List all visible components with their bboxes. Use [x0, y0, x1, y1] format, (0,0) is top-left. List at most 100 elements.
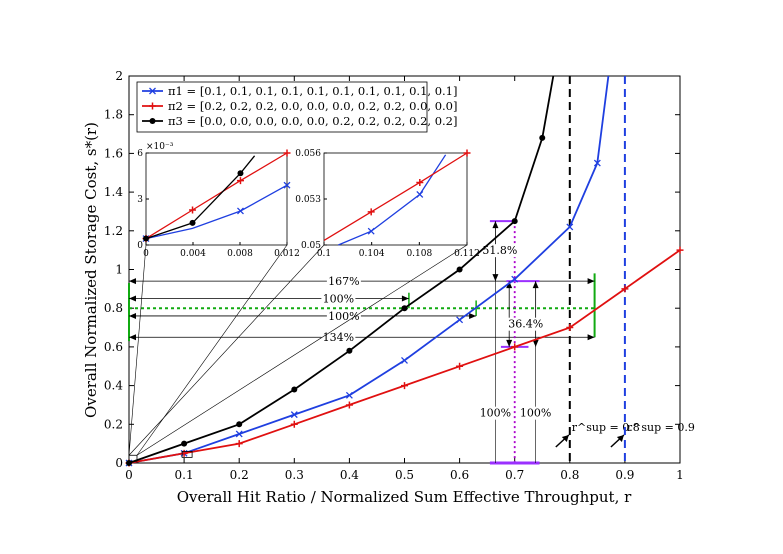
- point-marker: [346, 347, 353, 354]
- point-marker: [345, 401, 353, 409]
- inset-x-tick-label: 0.008: [227, 249, 253, 259]
- x-tick-label: 0.6: [450, 468, 469, 482]
- y-tick-label: 1: [115, 263, 123, 277]
- rsup-label: r^sup = 0.9: [627, 421, 695, 434]
- connector: [136, 244, 288, 456]
- inset-y-tick-label: 0.05: [301, 241, 321, 251]
- point-marker: [345, 391, 353, 399]
- arrow-518b-head: [506, 281, 513, 289]
- inset-line: [145, 184, 288, 240]
- zoom-box: [128, 454, 138, 462]
- arrow-134-head: [587, 334, 595, 341]
- y-tick-label: 1.2: [104, 224, 123, 238]
- annotation-518: 51.8%: [482, 244, 517, 257]
- y-tick-label: 2: [115, 69, 123, 83]
- x-axis-label: Overall Hit Ratio / Normalized Sum Effec…: [177, 488, 632, 506]
- inset-line: [323, 152, 468, 241]
- point-marker: [283, 181, 291, 189]
- point-marker: [621, 285, 629, 293]
- arrow-518a-head: [492, 221, 499, 229]
- annotation-bg: [518, 406, 553, 420]
- inset-y-tick-label: 0: [137, 241, 143, 251]
- legend-entry: π2 = [0.2, 0.2, 0.2, 0.0, 0.0, 0.0, 0.2,…: [168, 99, 457, 113]
- arrow-518a-head: [492, 274, 499, 282]
- arrow-518b-head: [506, 339, 513, 347]
- zoom-box: [181, 450, 193, 458]
- rsup-arrowhead: [616, 435, 624, 442]
- plot-frame: [128, 75, 681, 464]
- point-marker: [149, 87, 156, 95]
- y-tick-label: 0.6: [104, 340, 123, 354]
- annotation-bg: [481, 244, 518, 258]
- x-tick-label: 0.4: [340, 468, 359, 482]
- inset-x-tick-label: 0: [143, 249, 149, 259]
- annotation-bg: [321, 331, 356, 345]
- legend-entry: π3 = [0.0, 0.0, 0.0, 0.0, 0.0, 0.2, 0.2,…: [168, 114, 457, 128]
- connector: [128, 244, 325, 456]
- point-marker: [236, 421, 243, 428]
- annotation-bg: [326, 309, 361, 323]
- arrow-134-head: [129, 334, 136, 341]
- inset-x-tick-label: 0.1: [317, 249, 331, 259]
- rsup-arrowhead: [561, 435, 569, 442]
- inset-x-tick-label: 0.012: [274, 249, 300, 259]
- point-marker: [401, 356, 408, 364]
- y-axis-label: Overall Normalized Storage Cost, s*(r): [82, 122, 100, 418]
- inset-x-tick-label: 0.108: [406, 249, 432, 259]
- x-tick-label: 0.8: [560, 468, 579, 482]
- point-marker: [676, 246, 684, 254]
- point-marker: [511, 343, 519, 351]
- y-tick-label: 0.2: [104, 417, 123, 431]
- x-tick-label: 0.1: [175, 468, 194, 482]
- point-marker: [456, 316, 464, 324]
- inset-line: [145, 152, 288, 240]
- point-marker: [511, 218, 518, 225]
- point-marker: [463, 149, 471, 157]
- point-marker: [511, 275, 519, 283]
- point-marker: [456, 362, 464, 370]
- point-marker: [143, 235, 149, 242]
- point-marker: [181, 440, 188, 447]
- x-tick-label: 1: [676, 468, 684, 482]
- arrow-364-head: [532, 339, 539, 347]
- point-marker: [235, 440, 243, 448]
- annotation-100: 100%: [323, 293, 354, 306]
- y-tick-label: 1.6: [104, 146, 123, 160]
- point-marker: [290, 411, 298, 419]
- arrow-167-head: [129, 278, 136, 285]
- inset-exponent: ×10⁻³: [146, 142, 174, 152]
- series-line: [128, 75, 555, 464]
- point-marker: [189, 206, 197, 214]
- point-marker: [283, 149, 291, 157]
- point-marker: [566, 223, 574, 231]
- x-tick-label: 0.7: [505, 468, 524, 482]
- annotation-100: 100%: [520, 407, 551, 420]
- legend-box: [136, 81, 428, 133]
- rsup-label: r^sup = 0.8: [572, 421, 640, 434]
- arrow-100a-head: [401, 295, 409, 302]
- annotation-364: 36.4%: [508, 318, 543, 331]
- point-marker: [593, 159, 601, 167]
- point-marker: [149, 102, 156, 110]
- legend-entry: π1 = [0.1, 0.1, 0.1, 0.1, 0.1, 0.1, 0.1,…: [168, 84, 457, 98]
- point-marker: [367, 208, 375, 216]
- y-tick-label: 0: [115, 456, 123, 470]
- point-marker: [149, 118, 156, 124]
- connector: [128, 244, 147, 456]
- annotation-bg: [507, 317, 544, 331]
- x-tick-label: 0.3: [285, 468, 304, 482]
- annotation-bg: [321, 292, 356, 306]
- inset-left: [145, 152, 288, 246]
- annotation-bg: [478, 406, 513, 420]
- annotation-100: 100%: [480, 407, 511, 420]
- inset-x-tick-label: 0.104: [359, 249, 385, 259]
- point-marker: [189, 219, 196, 226]
- arrow-100a-head: [129, 295, 136, 302]
- annotation-100: 100%: [328, 310, 359, 323]
- inset-y-tick-label: 0.053: [295, 195, 321, 205]
- inset-y-tick-label: 6: [137, 149, 143, 159]
- point-marker: [416, 190, 424, 198]
- point-marker: [367, 227, 375, 235]
- inset-line: [145, 155, 256, 240]
